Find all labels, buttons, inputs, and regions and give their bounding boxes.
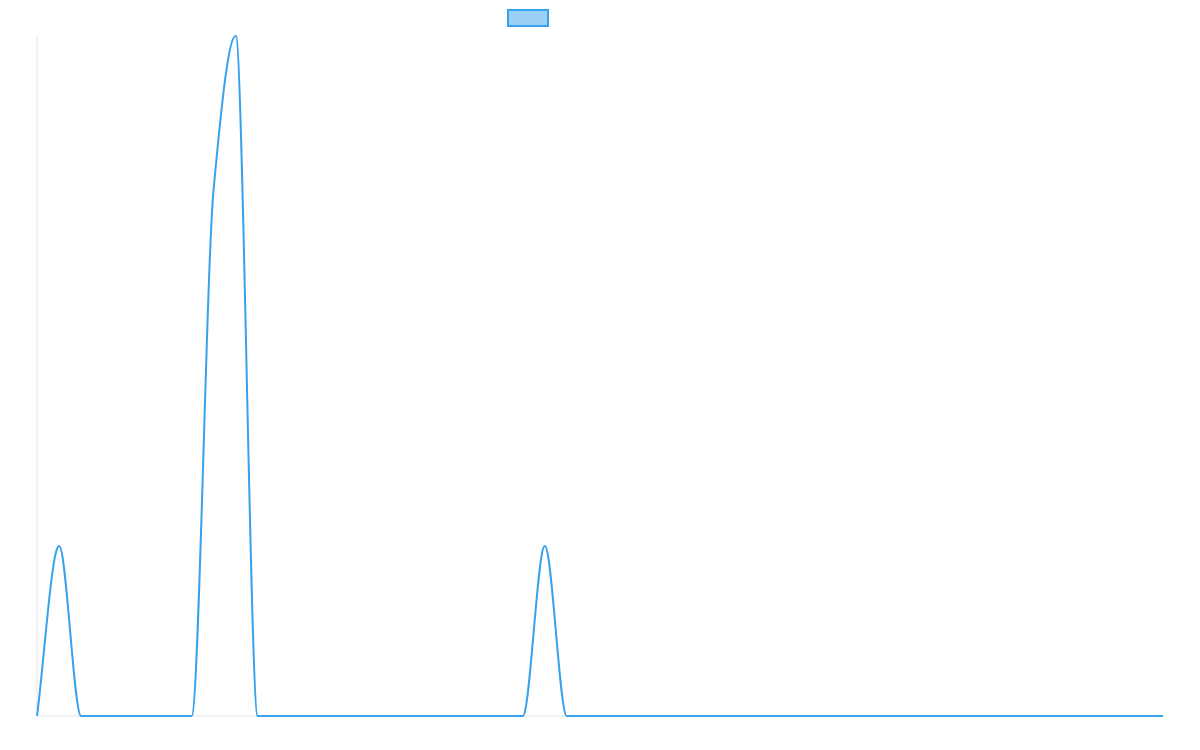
legend[interactable]: [507, 9, 549, 27]
legend-swatch-0[interactable]: [507, 9, 549, 27]
series-line-0: [36, 35, 1163, 717]
chart-series: [36, 35, 1163, 717]
